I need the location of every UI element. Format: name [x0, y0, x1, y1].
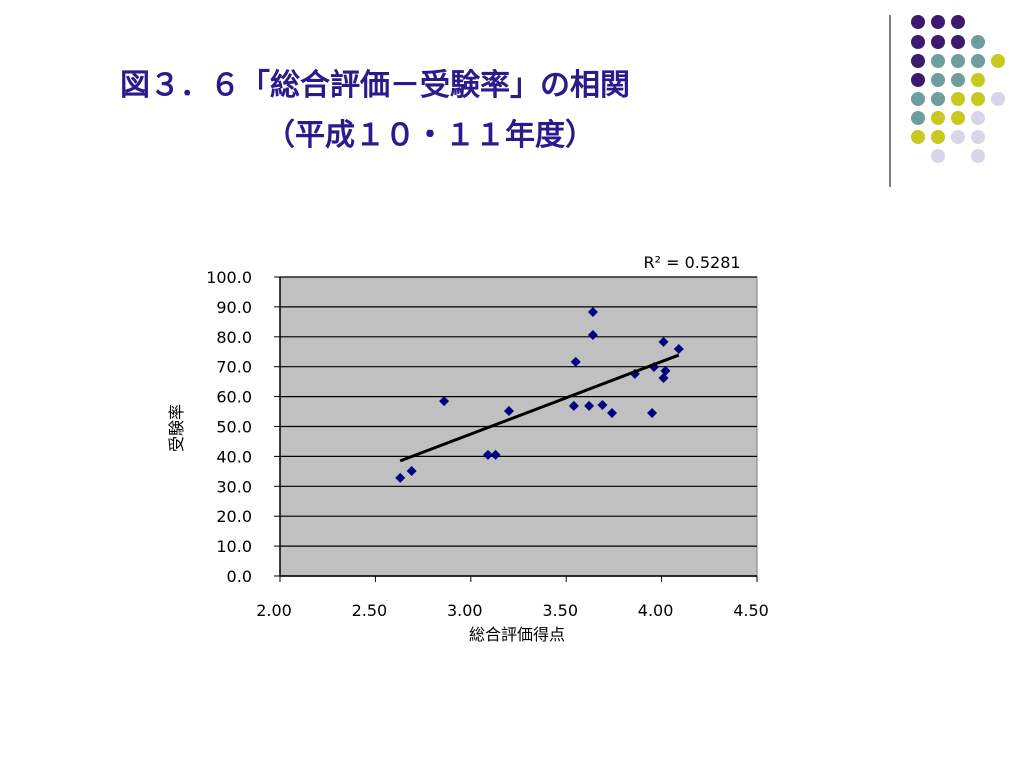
title-line: 図３．６「総合評価－受験率」の相関 — [120, 68, 630, 103]
data-point — [658, 336, 669, 347]
x-tick-label: 3.00 — [447, 601, 483, 620]
y-tick-label: 50.0 — [216, 418, 252, 437]
x-tick-label: 4.00 — [638, 601, 674, 620]
data-point — [647, 408, 658, 419]
data-point — [503, 405, 514, 416]
x-tick-label: 2.50 — [352, 601, 388, 620]
data-point — [673, 344, 684, 355]
data-point — [439, 396, 450, 407]
y-tick-label: 80.0 — [216, 328, 252, 347]
data-point — [597, 399, 608, 410]
data-point — [658, 373, 669, 384]
trendline — [399, 353, 680, 463]
data-point — [406, 466, 417, 477]
data-point — [570, 356, 581, 367]
y-tick-label: 30.0 — [216, 477, 252, 496]
y-tick-label: 20.0 — [216, 507, 252, 526]
x-axis-label: 総合評価得点 — [469, 625, 565, 644]
y-tick-label: 40.0 — [216, 447, 252, 466]
data-point — [568, 400, 579, 411]
data-point — [482, 449, 493, 460]
y-tick-label: 100.0 — [206, 268, 252, 287]
x-tick-label: 3.50 — [542, 601, 578, 620]
y-tick-label: 0.0 — [227, 567, 252, 586]
data-point — [395, 472, 406, 483]
y-tick-label: 10.0 — [216, 537, 252, 556]
data-point — [584, 400, 595, 411]
decor-dots — [911, 15, 1005, 163]
x-tick-label: 2.00 — [256, 601, 292, 620]
data-point — [587, 306, 598, 317]
data-point — [660, 365, 671, 376]
x-tick-label: 4.50 — [733, 601, 769, 620]
y-tick-label: 70.0 — [216, 358, 252, 377]
r-squared: R² = 0.5281 — [643, 253, 740, 272]
y-tick-label: 90.0 — [216, 298, 252, 317]
y-axis-label: 受験率 — [167, 404, 186, 452]
title-line: （平成１０・１１年度） — [265, 118, 595, 153]
data-point — [587, 330, 598, 341]
data-point — [490, 449, 501, 460]
data-point — [606, 408, 617, 419]
y-tick-label: 60.0 — [216, 388, 252, 407]
